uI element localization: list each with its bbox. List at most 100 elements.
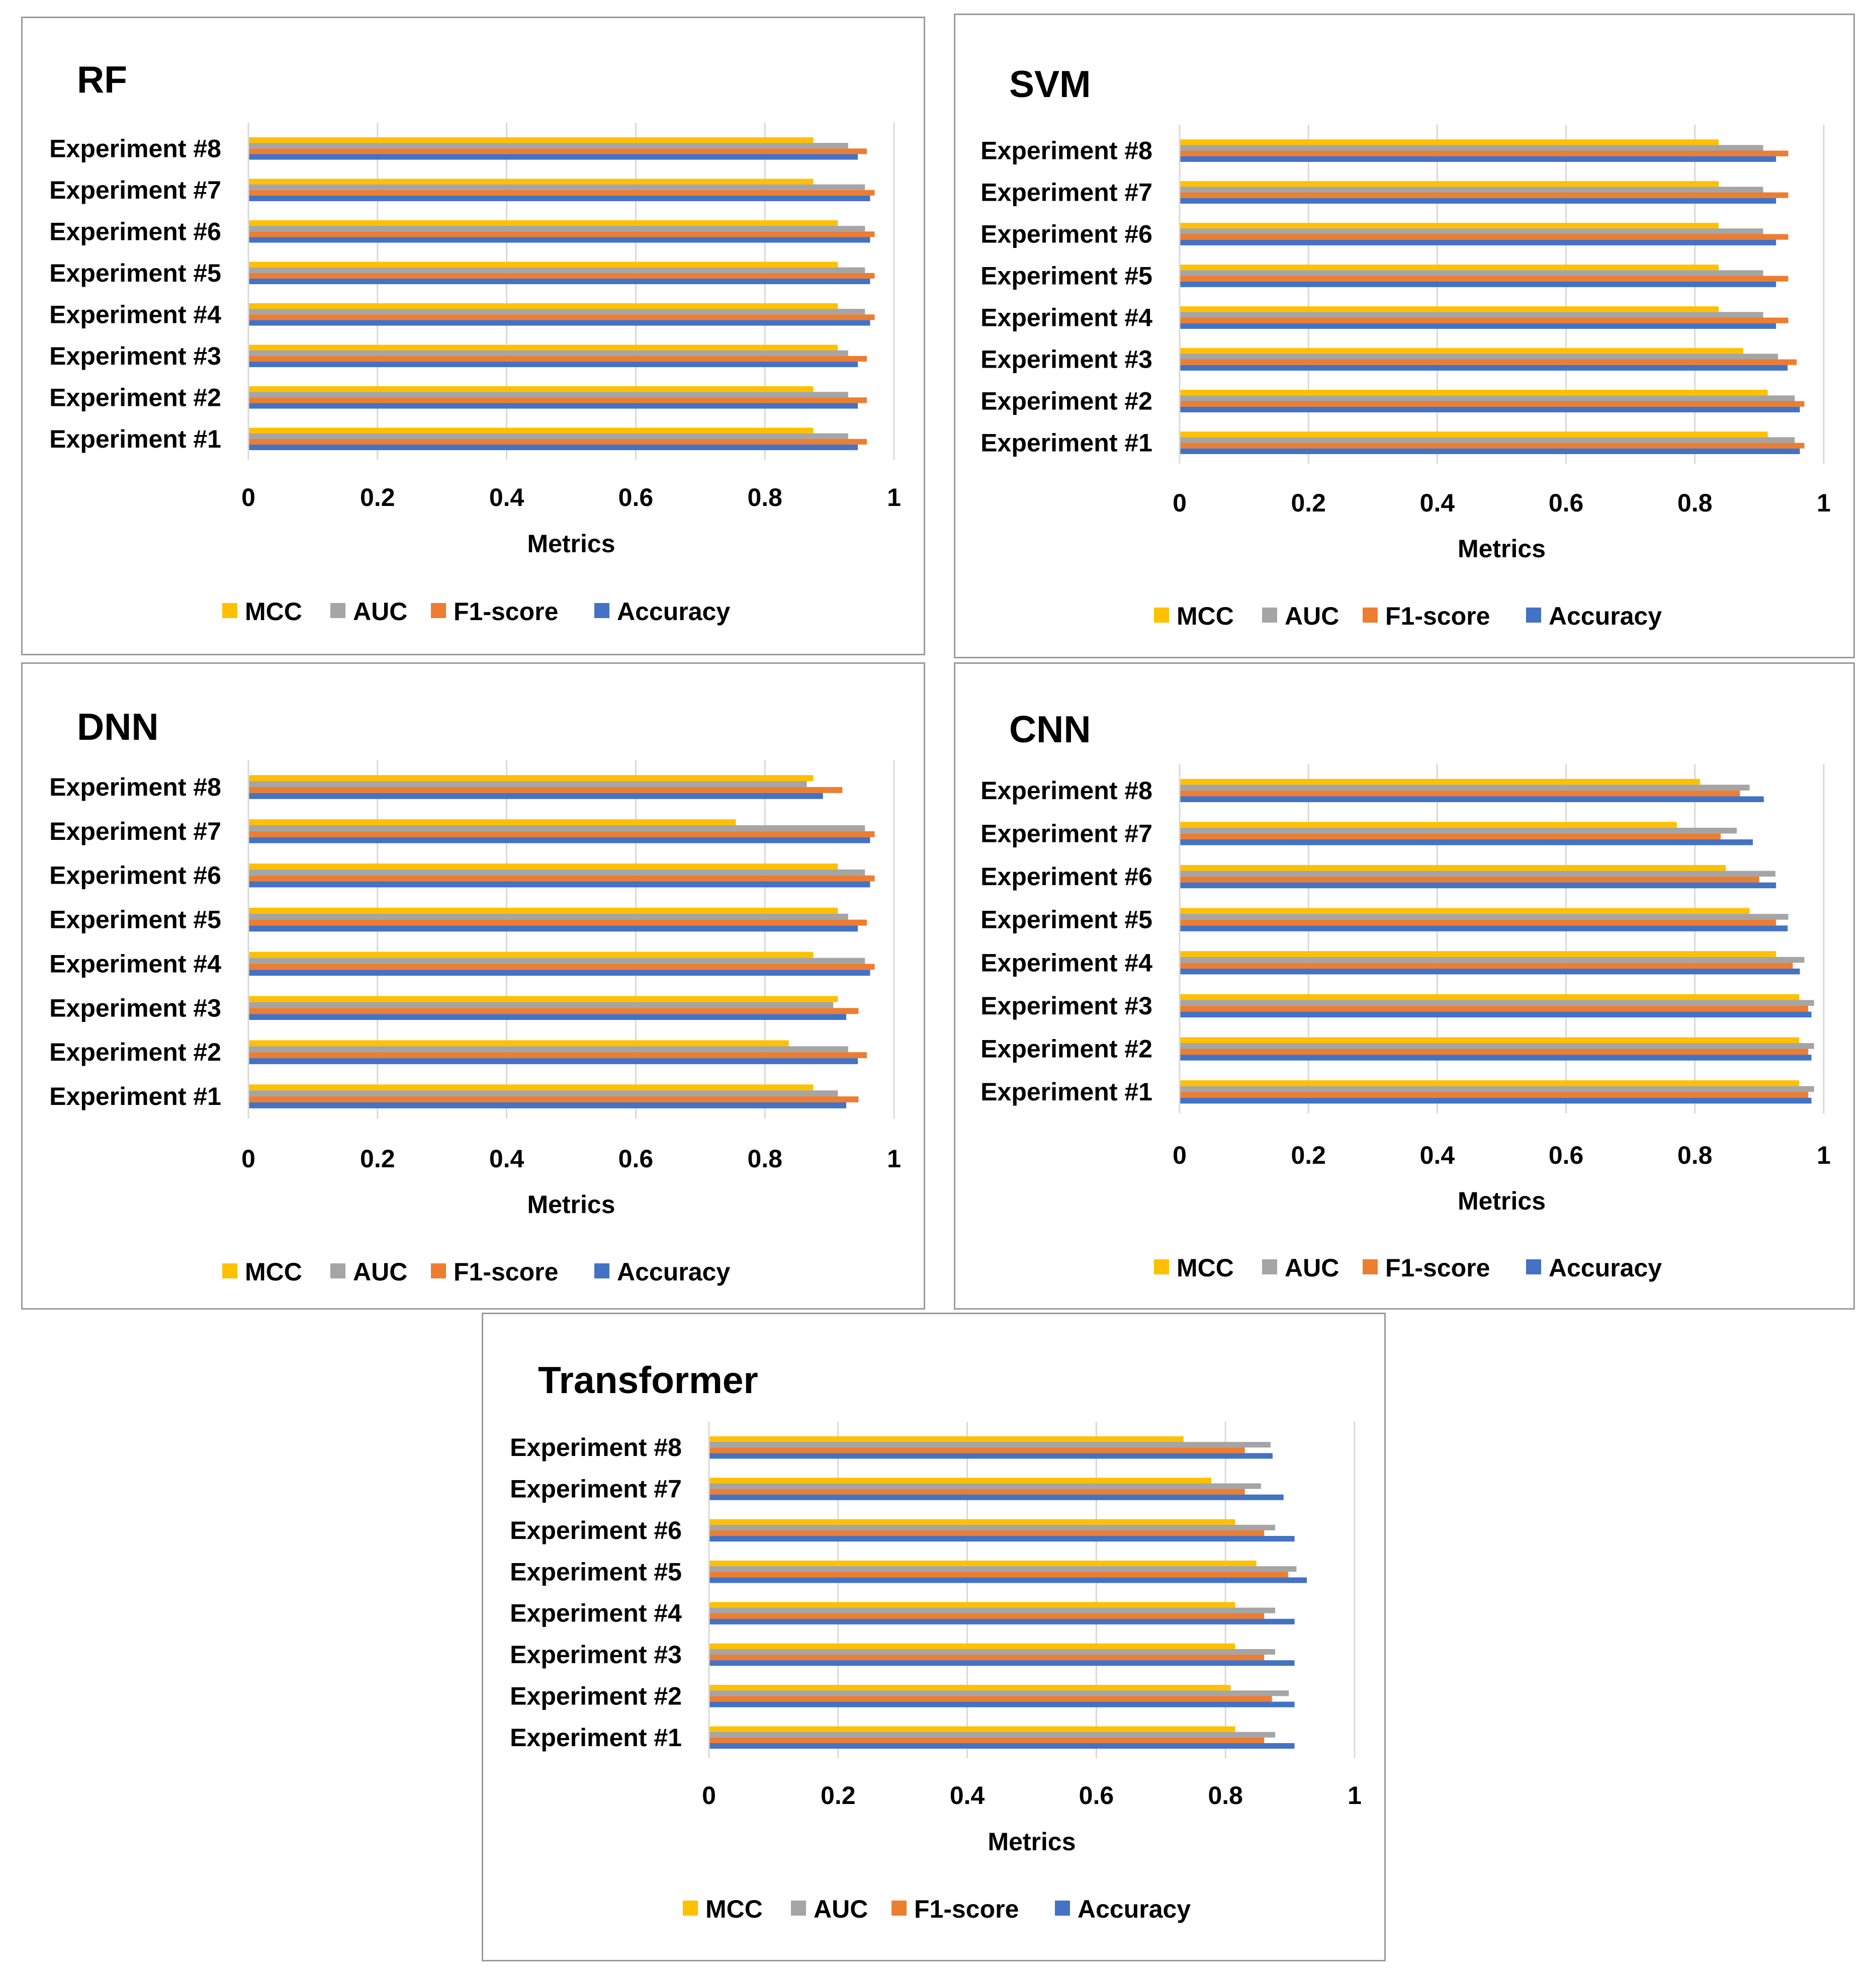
cnn-bar-f1-score-exp2 [1180,1049,1809,1055]
svm-bar-auc-exp2 [1180,395,1795,401]
cnn-bar-mcc-exp1 [1180,1080,1800,1086]
transformer-bar-auc-exp6 [709,1524,1276,1530]
rf-category-label: Experiment #1 [49,425,221,453]
dnn-bar-auc-exp7 [248,825,865,831]
dnn-bar-auc-exp1 [248,1090,838,1097]
dnn-bar-auc-exp8 [248,781,807,787]
rf-bar-mcc-exp6 [248,220,838,226]
cnn-legend-label: F1-score [1385,1254,1490,1282]
dnn-bar-accuracy-exp3 [248,1014,846,1020]
svm-bar-auc-exp4 [1180,312,1763,318]
svm-bar-f1-score-exp6 [1180,234,1789,240]
dnn-category-label: Experiment #8 [49,773,221,801]
svm-tick-label: 0.6 [1549,489,1584,517]
dnn-bar-auc-exp6 [248,869,865,876]
dnn-bar-mcc-exp4 [248,952,814,958]
svm-bar-mcc-exp2 [1180,390,1768,396]
rf-bar-auc-exp8 [248,143,848,149]
rf-bar-auc-exp4 [248,309,865,315]
svm-bar-f1-score-exp5 [1180,276,1789,282]
dnn-bar-mcc-exp1 [248,1084,814,1091]
rf-legend-label: AUC [353,597,407,626]
cnn-bar-accuracy-exp2 [1180,1055,1812,1061]
dnn-bar-f1-score-exp6 [248,875,875,882]
svm-bar-mcc-exp6 [1180,223,1719,229]
dnn-bar-auc-exp3 [248,1002,834,1008]
rf-category-label: Experiment #2 [49,383,221,411]
rf-bar-mcc-exp3 [248,345,838,351]
transformer-bar-accuracy-exp2 [709,1701,1295,1707]
dnn-bar-f1-score-exp4 [248,964,875,970]
svm-bar-f1-score-exp3 [1180,359,1797,365]
rf-category-label: Experiment #3 [49,342,221,370]
dnn-legend-label: F1-score [454,1258,558,1286]
transformer-tick-label: 0.2 [821,1781,856,1810]
rf-bar-auc-exp1 [248,433,848,439]
cnn-legend-swatch-mcc [1154,1259,1169,1274]
transformer-legend-swatch-mcc [683,1901,698,1916]
dnn-category-label: Experiment #5 [49,906,221,934]
svm-bar-auc-exp6 [1180,228,1763,234]
cnn-category-label: Experiment #7 [980,819,1152,847]
chart-svg-dnn: DNN Experiment #1 Experiment #2 Experiment … [49,706,901,1286]
rf-bar-f1-score-exp5 [248,273,875,279]
svm-bar-f1-score-exp2 [1180,401,1805,407]
dnn-bar-auc-exp4 [248,958,865,964]
rf-bar-auc-exp6 [248,226,865,232]
cnn-category-label: Experiment #5 [980,906,1152,934]
rf-bar-f1-score-exp7 [248,190,875,196]
svm-bar-f1-score-exp4 [1180,317,1789,323]
cnn-tick-label: 0.2 [1291,1141,1326,1169]
transformer-bar-accuracy-exp1 [709,1743,1295,1749]
transformer-bar-f1-score-exp7 [709,1489,1245,1495]
cnn-tick-label: 0.6 [1549,1141,1584,1169]
rf-tick-label: 0.6 [618,483,654,511]
dnn-bar-mcc-exp5 [248,907,838,914]
rf-bar-mcc-exp7 [248,179,814,185]
cnn-legend-swatch-f1-score [1363,1259,1378,1274]
cnn-bar-mcc-exp5 [1180,908,1750,914]
cnn-legend-swatch-accuracy [1526,1259,1541,1274]
transformer-bar-f1-score-exp1 [709,1737,1265,1743]
svm-tick-label: 1 [1817,489,1831,517]
dnn-legend-swatch-f1-score [431,1263,446,1278]
chart-panel-svm: SVM Experiment #1 Experiment #2 Experiment … [954,14,1855,658]
rf-legend-label: MCC [245,597,302,626]
svm-bar-mcc-exp7 [1180,181,1719,187]
rf-bar-f1-score-exp1 [248,439,867,445]
transformer-category-label: Experiment #2 [510,1682,682,1710]
rf-legend-swatch-accuracy [594,603,609,618]
rf-category-label: Experiment #7 [49,176,221,204]
dnn-bar-accuracy-exp7 [248,837,870,843]
dnn-bar-mcc-exp6 [248,863,838,870]
transformer-bar-mcc-exp5 [709,1561,1257,1567]
transformer-tick-label: 1 [1348,1781,1362,1810]
cnn-bar-accuracy-exp1 [1180,1097,1812,1104]
dnn-bar-f1-score-exp5 [248,919,867,926]
rf-bar-auc-exp5 [248,267,865,273]
cnn-tick-label: 0 [1173,1141,1187,1169]
cnn-bar-auc-exp2 [1180,1043,1814,1049]
dnn-legend-swatch-auc [330,1263,345,1278]
transformer-category-label: Experiment #3 [510,1641,682,1669]
svm-legend-swatch-f1-score [1363,608,1378,623]
rf-bar-accuracy-exp5 [248,278,870,285]
svm-chart-title: SVM [1009,63,1091,105]
rf-bar-f1-score-exp8 [248,148,867,154]
dnn-category-label: Experiment #1 [49,1082,221,1110]
svm-bar-mcc-exp8 [1180,139,1719,145]
cnn-bar-accuracy-exp7 [1180,839,1753,845]
svm-category-label: Experiment #7 [980,179,1152,207]
transformer-tick-label: 0 [702,1781,716,1810]
svm-bar-accuracy-exp3 [1180,365,1788,371]
cnn-legend-label: AUC [1285,1254,1339,1282]
transformer-bar-mcc-exp2 [709,1685,1231,1691]
chart-panel-dnn: DNN Experiment #1 Experiment #2 Experiment … [21,662,925,1310]
cnn-legend-swatch-auc [1262,1259,1277,1274]
svm-bar-mcc-exp1 [1180,432,1768,438]
svm-category-label: Experiment #1 [980,429,1152,457]
cnn-bar-accuracy-exp3 [1180,1011,1812,1018]
rf-tick-label: 0.2 [360,483,395,511]
transformer-legend-swatch-accuracy [1055,1901,1070,1916]
dnn-legend-swatch-accuracy [594,1263,609,1278]
